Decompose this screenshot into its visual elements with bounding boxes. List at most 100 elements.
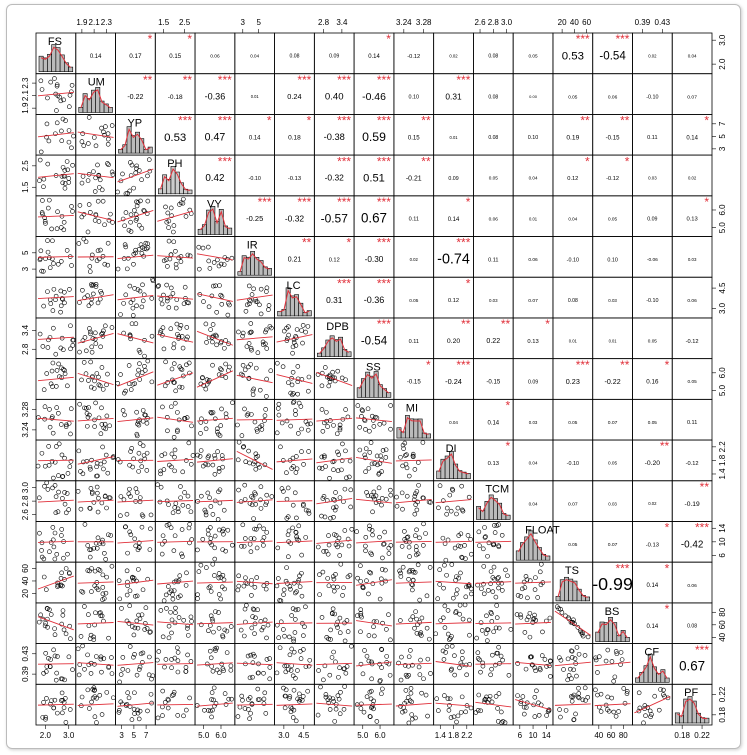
scatter-point xyxy=(101,328,106,334)
scatter-point xyxy=(255,350,261,355)
scatter-point xyxy=(399,544,405,549)
scatter-point xyxy=(211,260,217,265)
scatter-point xyxy=(281,592,286,597)
scatter-point xyxy=(377,679,383,684)
scatter-point xyxy=(442,541,448,546)
scatter-point xyxy=(332,719,337,724)
scatter-point xyxy=(144,626,150,631)
scatter-point xyxy=(520,694,526,699)
scatter-point xyxy=(136,168,142,173)
scatter-point xyxy=(288,423,293,429)
density-line xyxy=(239,252,270,273)
scatter-point xyxy=(217,487,223,493)
scatter-point xyxy=(140,298,146,304)
scatter-point xyxy=(160,704,165,710)
scatter-point xyxy=(89,282,94,287)
scatter-point xyxy=(97,177,103,183)
scatter-point xyxy=(267,665,273,670)
scatter-point xyxy=(377,661,382,667)
scatter-point xyxy=(207,648,213,654)
scatter-point xyxy=(175,427,180,433)
scatter-point xyxy=(410,451,416,457)
scatter-point xyxy=(368,440,374,445)
scatter-point xyxy=(258,497,263,503)
scatter-point xyxy=(214,429,220,435)
scatter-point xyxy=(290,400,296,406)
scatter-point xyxy=(148,526,153,532)
scatter-point xyxy=(483,631,489,636)
scatter-point xyxy=(545,709,551,714)
scatter-point xyxy=(67,707,73,712)
scatter-point xyxy=(117,679,122,685)
scatter-point xyxy=(171,239,177,245)
scatter-point xyxy=(282,663,288,669)
scatter-point xyxy=(132,625,138,631)
scatter-point xyxy=(205,531,211,537)
x-tick-label: 4.5 xyxy=(298,731,310,740)
scatter-point xyxy=(576,685,581,691)
scatter-point xyxy=(406,576,411,582)
scatter-point xyxy=(45,487,51,492)
scatter-point xyxy=(523,666,529,672)
scatter-point xyxy=(246,707,251,712)
scatter-point xyxy=(43,714,49,720)
scatter-point xyxy=(76,448,82,454)
scatter-point xyxy=(409,699,414,705)
scatter-point xyxy=(89,255,95,261)
correlation-value: -0.99 xyxy=(592,574,633,594)
scatter-point xyxy=(86,612,91,617)
scatter-point xyxy=(217,283,222,288)
scatter-point xyxy=(213,609,218,614)
scatter-point xyxy=(342,638,348,644)
scatter-point xyxy=(291,399,297,405)
scatter-point xyxy=(58,575,64,581)
significance-stars: *** xyxy=(178,114,192,128)
scatter-point xyxy=(331,588,337,594)
scatter-point xyxy=(258,506,264,511)
scatter-point xyxy=(495,576,500,581)
scatter-point xyxy=(289,646,294,652)
scatter-point xyxy=(394,494,399,500)
scatter-point xyxy=(104,690,110,695)
scatter-point xyxy=(580,697,586,703)
scatter-point xyxy=(91,282,96,288)
x-tick-label: 2.2 xyxy=(461,731,473,740)
scatter-point xyxy=(380,686,385,692)
scatter-point xyxy=(177,364,183,370)
scatter-point xyxy=(386,551,392,556)
scatter-point xyxy=(65,167,71,173)
scatter-point xyxy=(327,376,332,381)
scatter-point xyxy=(240,444,246,450)
scatter-point xyxy=(438,618,443,623)
y-tick-label: 1.8 xyxy=(718,454,727,466)
scatter-point xyxy=(209,690,215,695)
scatter-point xyxy=(290,369,296,375)
smooth-line xyxy=(276,418,313,421)
correlation-value: -0.22 xyxy=(605,378,621,386)
scatter-point xyxy=(336,674,341,680)
scatter-point xyxy=(369,413,375,419)
scatter-point xyxy=(323,694,329,700)
scatter-point xyxy=(361,709,367,715)
scatter-point xyxy=(354,702,360,707)
scatter-point xyxy=(569,655,575,660)
scatter-point xyxy=(263,327,269,333)
scatter-point xyxy=(81,236,87,242)
scatter-point xyxy=(162,664,167,670)
scatter-point xyxy=(342,684,347,689)
scatter-point xyxy=(40,344,46,349)
scatter-point xyxy=(417,535,422,541)
scatter-point xyxy=(100,330,105,336)
variable-name: SS xyxy=(366,362,381,374)
correlation-value: 0.10 xyxy=(409,94,420,100)
scatter-point xyxy=(219,584,225,590)
scatter-point xyxy=(371,633,377,639)
scatter-point xyxy=(458,570,463,576)
scatter-point xyxy=(43,221,48,226)
scatter-point xyxy=(287,584,293,589)
scatter-point xyxy=(209,410,214,416)
scatter-point xyxy=(187,521,192,527)
scatter-point xyxy=(290,525,295,531)
scatter-point xyxy=(536,712,542,718)
scatter-point xyxy=(362,648,367,653)
